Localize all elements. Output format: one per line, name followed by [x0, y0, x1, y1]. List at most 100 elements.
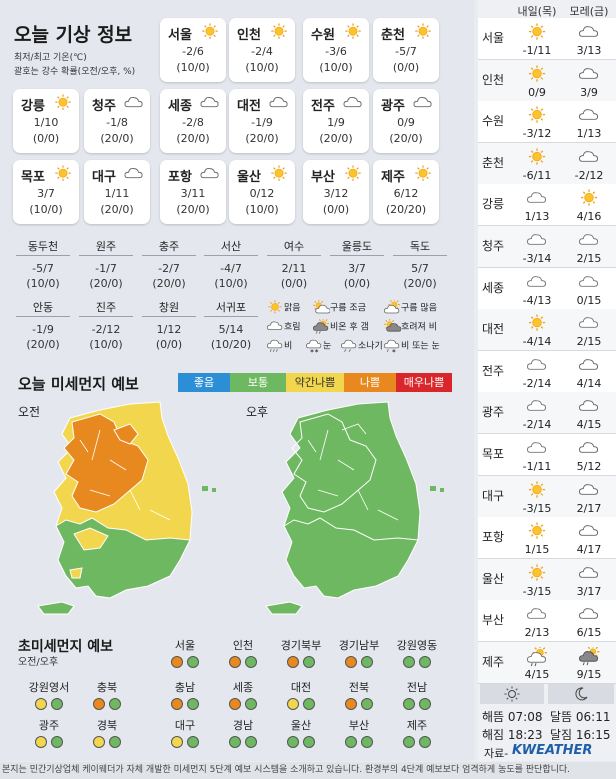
city-name: 대구	[92, 170, 116, 185]
cloud-light-icon	[578, 231, 600, 249]
forecast-temp-tomorrow: -1/11	[522, 460, 552, 473]
cloud-light-icon	[578, 314, 600, 332]
forecast-row-9: 광주 -2/14 4/15	[478, 392, 616, 435]
small-city-pop: (0/0)	[155, 338, 183, 351]
city-pop: (0/0)	[32, 132, 60, 145]
cloud-light-icon	[526, 231, 548, 249]
pm-region-name: 광주	[38, 719, 60, 732]
sun-icon	[269, 23, 289, 41]
forecast-city: 울산	[481, 571, 505, 586]
small-city-temp: -2/7	[158, 262, 180, 275]
small-city-0: 동두천 -5/7 (10/0)	[12, 238, 74, 300]
forecast-temp-day-after: 9/15	[576, 668, 602, 681]
pm-pm-dot	[109, 736, 121, 748]
forecast-temp-day-after: 6/15	[576, 626, 602, 640]
forecast-row-0: 서울 -1/11 3/13	[478, 18, 616, 60]
pm-am-dot	[345, 698, 357, 710]
forecast-temp-tomorrow: -4/14	[522, 335, 552, 349]
forecast-temp-tomorrow: 0/9	[528, 85, 546, 99]
pm-am-dot	[229, 698, 241, 710]
forecast-row-6: 세종 -4/13 0/15	[478, 267, 616, 310]
city-name: 인천	[237, 28, 261, 43]
cloud-icon	[413, 94, 433, 112]
city-card-11: 대구 1/11 (20/0)	[84, 160, 150, 224]
forecast-city: 서울	[481, 31, 505, 45]
legend-label: 구름 많음	[401, 303, 437, 314]
pm-region-4: 강원영동	[386, 638, 448, 668]
small-city-name: 서산	[204, 238, 258, 256]
pm-region-name: 제주	[406, 719, 428, 732]
small-city-temp: 5/7	[411, 262, 429, 275]
pm-pm-dot	[187, 656, 199, 668]
pm-region-name: 대구	[174, 719, 196, 732]
pm-region-3: 경기남부	[328, 638, 390, 668]
city-card-4: 강릉 1/10 (0/0)	[13, 89, 79, 153]
snow-icon: ✱ ✱	[305, 339, 323, 354]
city-card-15: 제주 6/12 (20/20)	[373, 160, 439, 224]
forecast-temp-day-after: 5/12	[576, 460, 602, 473]
pm-pm-dot	[245, 736, 257, 748]
dust-title: 오늘 미세먼지 예보	[18, 375, 139, 393]
cloud-icon	[266, 321, 284, 333]
forecast-temp-day-after: 0/15	[576, 293, 602, 307]
forecast-city: 광주	[481, 405, 505, 420]
cloud-sun-dark-icon	[383, 318, 402, 333]
forecast-city: 수원	[481, 114, 505, 129]
dust-level-3: 나쁨	[344, 373, 396, 392]
small-city-name: 안동	[16, 299, 70, 317]
city-pop: (10/0)	[176, 61, 210, 74]
small-city-3: 서산 -4/7 (10/0)	[200, 238, 262, 300]
forecast-city: 포항	[481, 530, 505, 545]
city-pop: (10/0)	[29, 203, 63, 216]
forecast-city: 세종	[481, 280, 505, 295]
pm-region-name: 경북	[96, 719, 118, 732]
sun-icon	[578, 189, 600, 207]
city-temp: 0/9	[397, 116, 415, 129]
city-card-2: 수원 -3/6 (10/0)	[303, 18, 369, 82]
pm-region-1: 인천	[212, 638, 274, 668]
small-city-temp: -1/9	[32, 323, 54, 336]
small-city-name: 충주	[142, 238, 196, 256]
cloud-icon	[578, 356, 600, 374]
city-pop: (20/0)	[245, 132, 279, 145]
pm-pm-dot	[361, 656, 373, 668]
small-city-name: 동두천	[16, 238, 70, 256]
sunset: 해짐 18:23	[482, 728, 543, 742]
pm-pm-dot	[303, 736, 315, 748]
forecast-city: 목포	[481, 447, 505, 461]
cloud-icon	[578, 481, 600, 499]
city-temp: -1/9	[251, 116, 273, 129]
city-temp: 6/12	[393, 187, 419, 200]
city-temp: -3/6	[325, 45, 347, 58]
city-pop: (0/0)	[392, 61, 420, 74]
forecast-city: 대전	[481, 322, 505, 337]
cloud-icon	[124, 94, 144, 112]
legend-label: 눈	[323, 341, 332, 352]
small-city-temp: -1/7	[95, 262, 117, 275]
city-pop: (20/0)	[319, 132, 353, 145]
sun-icon	[526, 564, 548, 582]
pm-am-dot	[93, 698, 105, 710]
forecast-row-11: 대구 -3/15 2/17	[478, 475, 616, 518]
city-card-7: 대전 -1/9 (20/0)	[229, 89, 295, 153]
small-city-name: 여수	[267, 238, 321, 256]
pm-region-14: 대구	[154, 718, 216, 748]
dust-level-2: 약간나쁨	[286, 373, 344, 392]
forecast-temp-day-after: 2/17	[576, 501, 602, 515]
small-city-pop: (10/0)	[26, 277, 60, 290]
forecast-city: 인천	[481, 72, 505, 87]
legend-sun-cloud: 구름 조금	[312, 299, 366, 316]
pm-pm-dot	[245, 698, 257, 710]
map-am-label: 오전	[18, 405, 41, 419]
pm-region-13: 경북	[76, 718, 138, 748]
sun-icon	[53, 94, 73, 112]
forecast-temp-day-after: 4/17	[576, 543, 602, 557]
cloud-light-icon	[526, 189, 548, 207]
pm-region-6: 충북	[76, 680, 138, 710]
city-name: 목포	[21, 170, 45, 185]
small-city-name: 진주	[79, 299, 133, 317]
pm-region-name: 충북	[96, 681, 118, 694]
pm-pm-dot	[361, 698, 373, 710]
forecast-row-3: 춘천 -6/11 -2/12	[478, 142, 616, 185]
city-name: 울산	[237, 170, 261, 185]
